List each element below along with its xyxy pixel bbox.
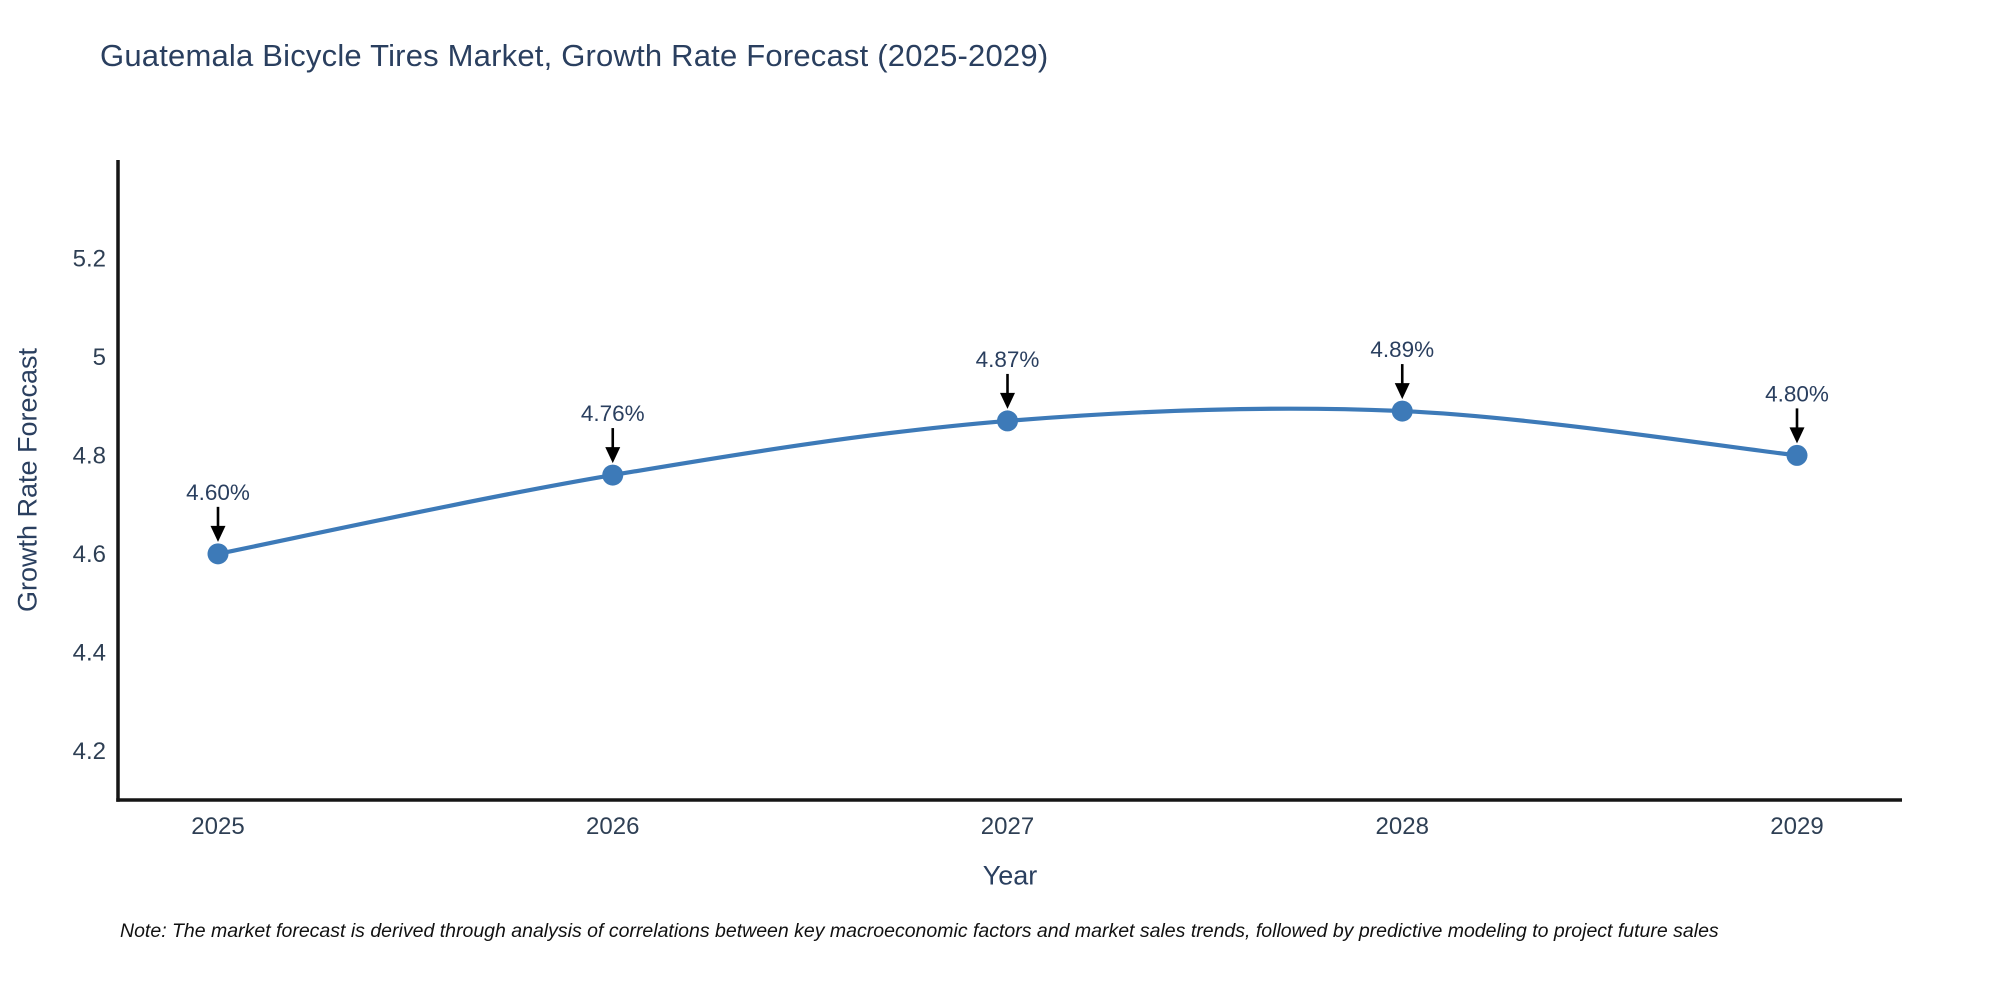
y-tick-label: 4.8 xyxy=(73,442,106,469)
footnote: Note: The market forecast is derived thr… xyxy=(120,920,1719,942)
data-point-2026 xyxy=(602,464,624,486)
y-tick-label: 4.4 xyxy=(73,639,106,666)
axes: 4.2 4.4 4.6 4.8 5 5.2 2025 2026 2027 2028 2029 xyxy=(73,160,1902,840)
y-tick-label: 4.6 xyxy=(73,541,106,568)
point-value-label: 4.76% xyxy=(581,401,645,426)
x-tick-label: 2028 xyxy=(1376,813,1429,840)
point-value-label: 4.87% xyxy=(976,347,1040,372)
x-tick-label: 2025 xyxy=(191,813,244,840)
y-axis-title: Growth Rate Forecast xyxy=(12,347,43,613)
data-point-2025 xyxy=(207,543,229,565)
y-tick-label: 4.2 xyxy=(73,738,106,765)
y-tick-label: 5 xyxy=(93,344,106,371)
annotation-arrow-head xyxy=(1789,427,1805,444)
x-axis-title: Year xyxy=(982,860,1038,891)
line-series xyxy=(207,400,1808,565)
annotation-arrow-head xyxy=(1000,392,1015,409)
annotation-arrow-head xyxy=(1394,383,1410,400)
point-value-label: 4.89% xyxy=(1370,337,1434,362)
chart-title: Guatemala Bicycle Tires Market, Growth R… xyxy=(100,38,1049,73)
data-point-2027 xyxy=(997,410,1018,432)
data-point-2029 xyxy=(1786,444,1808,466)
x-tick-label: 2027 xyxy=(981,813,1034,840)
point-value-label: 4.80% xyxy=(1765,381,1829,406)
point-annotations: 4.60% 4.76% 4.87% 4.89% 4.80% xyxy=(186,337,1829,542)
annotation-arrow-head xyxy=(210,525,226,542)
x-tick-label: 2029 xyxy=(1770,813,1823,840)
x-tick-label: 2026 xyxy=(586,813,639,840)
data-point-2028 xyxy=(1391,400,1413,422)
annotation-arrow-head xyxy=(605,447,621,464)
point-value-label: 4.60% xyxy=(186,480,250,505)
y-tick-label: 5.2 xyxy=(73,245,106,272)
